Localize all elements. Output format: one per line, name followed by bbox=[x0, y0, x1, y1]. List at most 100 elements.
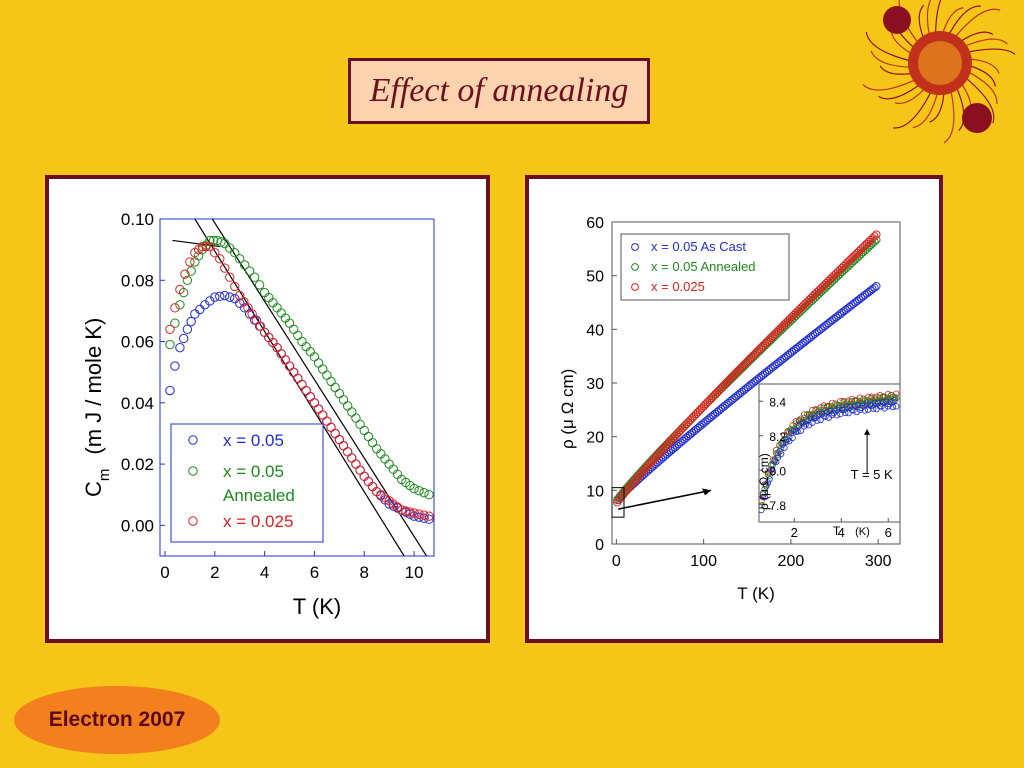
inset-point bbox=[891, 393, 898, 401]
y-tick-label: 0 bbox=[595, 537, 604, 554]
inset-point bbox=[817, 416, 824, 424]
data-point bbox=[334, 388, 345, 399]
data-point bbox=[220, 263, 230, 273]
inset-point bbox=[759, 506, 765, 514]
inset-y-tick-label: 7.8 bbox=[769, 499, 786, 513]
inset-point bbox=[772, 458, 780, 466]
legend-marker bbox=[631, 243, 639, 251]
inset-point bbox=[850, 407, 857, 414]
inset-point bbox=[799, 419, 806, 427]
inset-point bbox=[828, 411, 836, 419]
y-tick-label: 30 bbox=[586, 376, 604, 393]
data-point bbox=[225, 243, 235, 253]
data-point bbox=[409, 508, 419, 518]
data-point bbox=[165, 324, 175, 334]
legend-box bbox=[170, 423, 324, 543]
data-point bbox=[870, 283, 879, 292]
y-tick-label: 40 bbox=[586, 322, 604, 339]
legend-marker bbox=[631, 283, 639, 291]
inset-plot-area bbox=[759, 390, 900, 514]
data-point bbox=[235, 254, 245, 264]
inset-point bbox=[879, 399, 887, 406]
data-point bbox=[424, 511, 434, 521]
footer-text: Electron 2007 bbox=[48, 708, 186, 731]
legend-label: x = 0.05 As Cast bbox=[651, 239, 746, 254]
logo-small-ball-right bbox=[962, 103, 992, 133]
inset-y-tick-label: 8.4 bbox=[769, 395, 786, 409]
data-point bbox=[363, 431, 374, 442]
data-point bbox=[322, 416, 332, 426]
inset-point bbox=[768, 466, 775, 473]
inset-y-label: ρ (μ Ω cm) bbox=[757, 453, 771, 510]
data-point bbox=[225, 292, 235, 302]
y-tick-label: 0.06 bbox=[121, 333, 154, 352]
data-point bbox=[318, 410, 328, 420]
inset-point bbox=[893, 403, 900, 410]
data-point bbox=[347, 453, 357, 463]
legend-box bbox=[620, 233, 790, 301]
inset-point bbox=[763, 483, 770, 490]
data-point bbox=[405, 507, 415, 517]
inset-y-tick-label: 8.2 bbox=[769, 430, 786, 444]
zoom-box bbox=[611, 487, 625, 518]
resistivity-panel: 0 100 200 300 0 10 20 30 40 50 60 T (K) ρ (μ Ω cm) x … bbox=[525, 175, 943, 643]
footer-badge: Electron 2007 bbox=[14, 686, 220, 754]
inset-x-unit: (K) bbox=[855, 526, 870, 538]
data-point bbox=[239, 303, 250, 313]
legend-marker bbox=[188, 466, 198, 476]
inset-point bbox=[870, 405, 877, 412]
data-point bbox=[414, 509, 424, 519]
inset-point bbox=[781, 444, 788, 451]
y-tick-label: 60 bbox=[586, 215, 604, 232]
inset-point bbox=[789, 434, 796, 442]
data-point bbox=[288, 367, 299, 377]
fit-line bbox=[172, 239, 220, 248]
data-point bbox=[338, 441, 349, 451]
inset-point bbox=[856, 398, 864, 405]
y-tick-label: 50 bbox=[586, 269, 604, 286]
inset-point bbox=[868, 394, 875, 402]
legend-marker bbox=[188, 516, 198, 526]
inset-point bbox=[871, 399, 879, 406]
inset-point bbox=[893, 395, 900, 402]
inset-point bbox=[860, 395, 867, 403]
inset-point bbox=[766, 476, 773, 483]
data-point bbox=[205, 241, 215, 252]
inset-point bbox=[851, 402, 859, 410]
x-tick-label: 200 bbox=[778, 553, 805, 570]
inset-point bbox=[763, 481, 770, 488]
y-tick-label: 10 bbox=[586, 483, 604, 500]
data-point bbox=[313, 404, 324, 414]
x-axis-label: T (K) bbox=[293, 594, 341, 619]
inset-point bbox=[797, 415, 805, 423]
y-tick-label: 0.00 bbox=[121, 516, 154, 535]
inset-point bbox=[865, 406, 872, 413]
inset-point bbox=[759, 489, 767, 497]
inset-point bbox=[772, 450, 780, 457]
data-point bbox=[244, 266, 255, 276]
data-point bbox=[210, 292, 220, 302]
inset-point bbox=[819, 408, 826, 416]
x-tick-label: 0 bbox=[160, 563, 169, 582]
inset-point bbox=[856, 406, 864, 413]
inset-point bbox=[861, 407, 869, 414]
data-point bbox=[338, 395, 349, 405]
x-tick-label: 300 bbox=[865, 553, 892, 570]
data-point bbox=[230, 281, 240, 292]
x-tick-label: 4 bbox=[260, 563, 269, 582]
inset-point bbox=[769, 468, 777, 476]
inset-point bbox=[837, 398, 844, 405]
inset-point bbox=[814, 417, 821, 424]
data-point bbox=[872, 230, 881, 239]
data-point bbox=[170, 303, 180, 313]
slide-title-box: Effect of annealing bbox=[348, 58, 650, 124]
inset-point bbox=[888, 392, 895, 399]
data-point bbox=[175, 300, 185, 310]
data-point bbox=[330, 382, 340, 393]
data-point bbox=[355, 465, 365, 475]
data-point bbox=[197, 241, 208, 252]
data-point bbox=[239, 260, 250, 270]
data-point bbox=[359, 425, 369, 436]
inset-point bbox=[766, 472, 773, 479]
data-point bbox=[185, 257, 195, 267]
